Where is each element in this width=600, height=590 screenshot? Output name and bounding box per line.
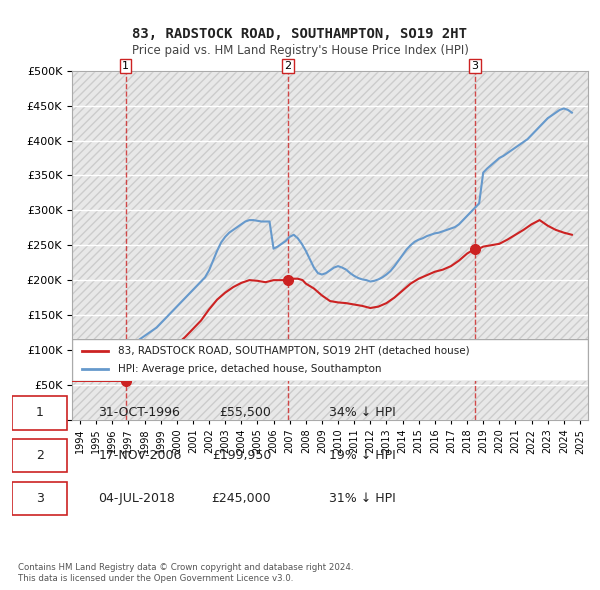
Text: £245,000: £245,000 — [212, 492, 271, 505]
Text: £199,950: £199,950 — [212, 449, 271, 462]
Text: £55,500: £55,500 — [220, 406, 271, 419]
FancyBboxPatch shape — [72, 339, 588, 381]
Text: HPI: Average price, detached house, Southampton: HPI: Average price, detached house, Sout… — [118, 364, 382, 374]
Text: 1: 1 — [36, 406, 44, 419]
Text: 04-JUL-2018: 04-JUL-2018 — [98, 492, 175, 505]
Text: 83, RADSTOCK ROAD, SOUTHAMPTON, SO19 2HT (detached house): 83, RADSTOCK ROAD, SOUTHAMPTON, SO19 2HT… — [118, 346, 470, 356]
Text: Price paid vs. HM Land Registry's House Price Index (HPI): Price paid vs. HM Land Registry's House … — [131, 44, 469, 57]
FancyBboxPatch shape — [12, 396, 67, 430]
Text: 31-OCT-1996: 31-OCT-1996 — [98, 406, 180, 419]
Text: Contains HM Land Registry data © Crown copyright and database right 2024.
This d: Contains HM Land Registry data © Crown c… — [18, 563, 353, 583]
Text: 34% ↓ HPI: 34% ↓ HPI — [329, 406, 395, 419]
Text: 3: 3 — [36, 492, 44, 505]
Text: 31% ↓ HPI: 31% ↓ HPI — [329, 492, 395, 505]
FancyBboxPatch shape — [12, 481, 67, 516]
Text: 17-NOV-2006: 17-NOV-2006 — [98, 449, 182, 462]
Text: 1: 1 — [122, 61, 129, 71]
Text: 2: 2 — [284, 61, 292, 71]
FancyBboxPatch shape — [12, 439, 67, 473]
Text: 2: 2 — [36, 449, 44, 462]
Text: 83, RADSTOCK ROAD, SOUTHAMPTON, SO19 2HT: 83, RADSTOCK ROAD, SOUTHAMPTON, SO19 2HT — [133, 27, 467, 41]
Text: 3: 3 — [472, 61, 479, 71]
Text: 19% ↓ HPI: 19% ↓ HPI — [329, 449, 395, 462]
